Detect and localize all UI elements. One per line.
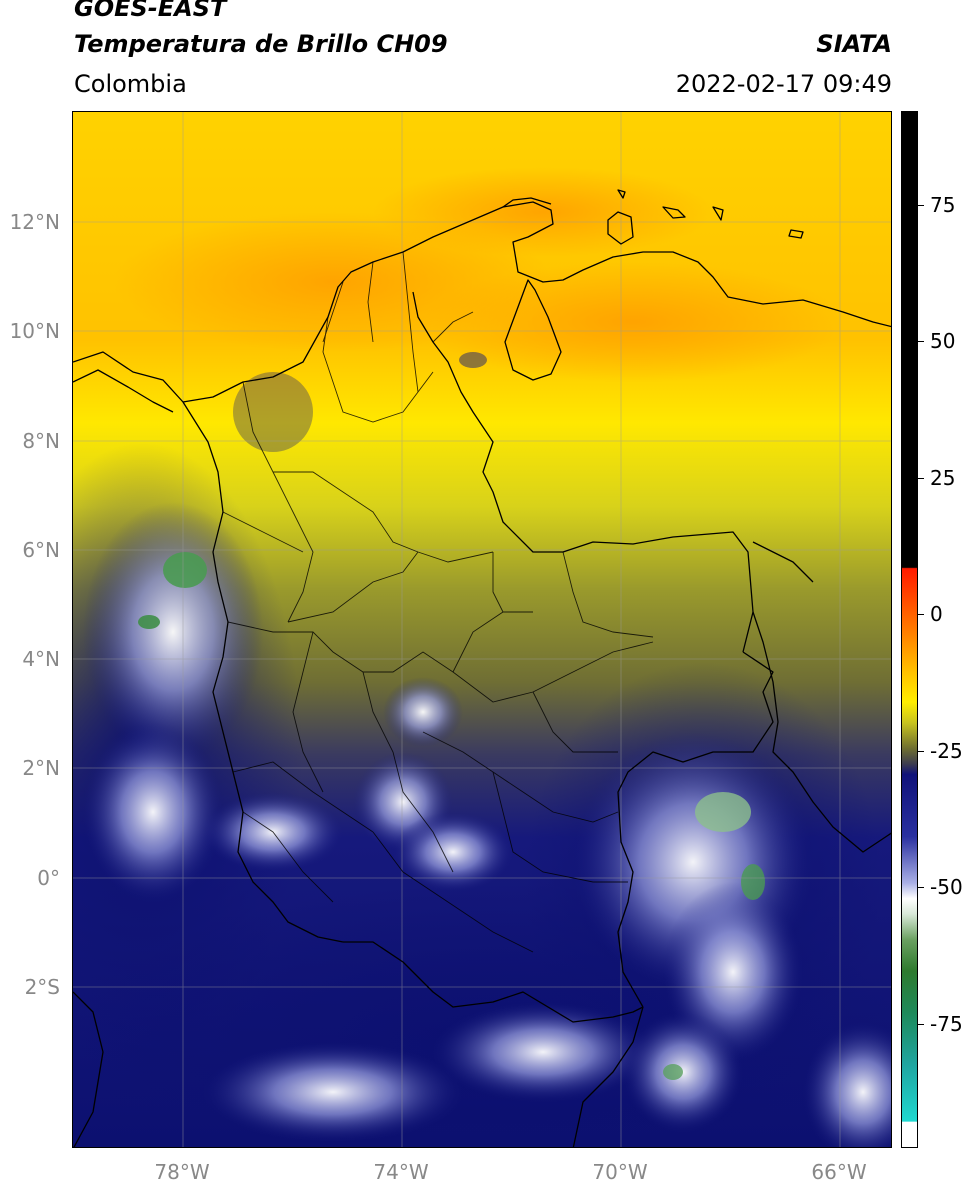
colorbar-label-50: 50 <box>930 329 956 353</box>
colorbar-label-75: 75 <box>930 193 956 217</box>
colorbar-tick <box>918 341 924 342</box>
lat-tick-2s: 2°S <box>24 975 60 999</box>
colorbar-label-25: 25 <box>930 466 956 490</box>
colorbar-tick <box>918 614 924 615</box>
colorbar <box>901 111 918 1148</box>
satellite-map <box>72 111 892 1148</box>
lon-tick-78w: 78°W <box>154 1160 210 1184</box>
colorbar-tick <box>918 478 924 479</box>
colorbar-tick <box>918 751 924 752</box>
title-product: Temperatura de Brillo CH09 <box>74 30 448 58</box>
colorbar-label-0: 0 <box>930 602 943 626</box>
lat-tick-10n: 10°N <box>9 319 60 343</box>
lat-tick-0: 0° <box>37 866 60 890</box>
lat-tick-4n: 4°N <box>22 647 60 671</box>
colorbar-label-neg75: -75 <box>930 1012 963 1036</box>
title-satellite: GOES-EAST <box>74 0 227 22</box>
lon-tick-70w: 70°W <box>592 1160 648 1184</box>
region-label: Colombia <box>74 70 187 98</box>
lat-tick-6n: 6°N <box>22 538 60 562</box>
colorbar-tick <box>918 1024 924 1025</box>
lon-tick-66w: 66°W <box>811 1160 867 1184</box>
lat-tick-2n: 2°N <box>22 756 60 780</box>
colorbar-label-neg50: -50 <box>930 875 963 899</box>
datetime-label: 2022-02-17 09:49 <box>675 70 892 98</box>
colorbar-label-neg25: -25 <box>930 739 963 763</box>
colorbar-tick <box>918 205 924 206</box>
colorbar-tick <box>918 887 924 888</box>
lat-tick-8n: 8°N <box>22 429 60 453</box>
lat-tick-12n: 12°N <box>9 210 60 234</box>
brand-label: SIATA <box>816 30 892 58</box>
lon-tick-74w: 74°W <box>373 1160 429 1184</box>
